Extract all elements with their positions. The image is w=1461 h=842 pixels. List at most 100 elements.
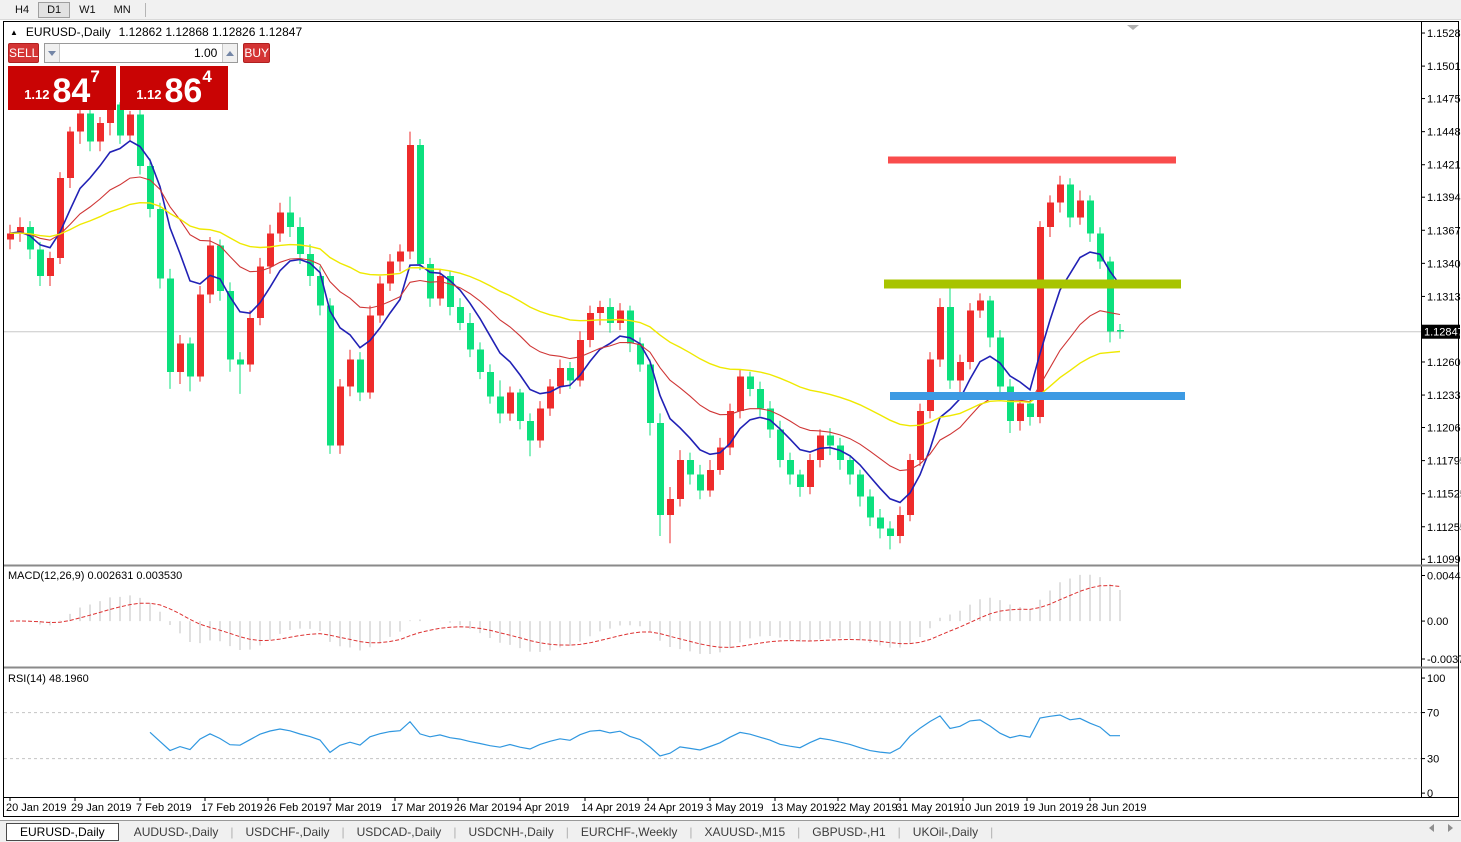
- timeframe-mn-button[interactable]: MN: [105, 2, 140, 18]
- triangle-down-icon: [48, 50, 57, 56]
- tab-eurchf-weekly[interactable]: EURCHF-,Weekly: [580, 824, 678, 839]
- svg-text:1.15285: 1.15285: [1427, 28, 1461, 40]
- svg-text:1.11795: 1.11795: [1427, 456, 1461, 468]
- chart-symbol-title: ▲ EURUSD-,Daily 1.12862 1.12868 1.12826 …: [10, 25, 302, 39]
- candles-layer: [7, 98, 1124, 550]
- svg-text:14 Apr 2019: 14 Apr 2019: [581, 802, 640, 814]
- svg-text:10 Jun 2019: 10 Jun 2019: [959, 802, 1020, 814]
- svg-text:7 Mar 2019: 7 Mar 2019: [326, 802, 382, 814]
- current-price-badge: [1422, 324, 1460, 339]
- timeframe-toolbar: H4 D1 W1 MN: [0, 0, 1461, 20]
- ohlc-values: 1.12862 1.12868 1.12826 1.12847: [118, 25, 303, 39]
- volume-decrease-button[interactable]: [45, 44, 61, 62]
- svg-text:4 Apr 2019: 4 Apr 2019: [516, 802, 569, 814]
- tab-ukoil-daily[interactable]: UKOil-,Daily: [912, 824, 979, 839]
- timeframe-h4-button[interactable]: H4: [6, 2, 38, 18]
- tab-eurusd-daily[interactable]: EURUSD-,Daily: [6, 822, 119, 841]
- date-axis: 20 Jan 2019 29 Jan 2019 7 Feb 2019 17 Feb 2…: [6, 797, 1147, 814]
- volume-input[interactable]: [60, 44, 223, 62]
- tab-xauusd-m15[interactable]: XAUUSD-,M15: [704, 824, 786, 839]
- tab-separator: |: [990, 824, 994, 839]
- svg-text:1.12330: 1.12330: [1427, 390, 1461, 402]
- tab-separator: |: [230, 824, 234, 839]
- svg-text:1.12065: 1.12065: [1427, 423, 1461, 435]
- buy-price-main: 86: [164, 72, 203, 111]
- svg-text:29 Jan 2019: 29 Jan 2019: [71, 802, 132, 814]
- svg-text:100: 100: [1427, 673, 1445, 685]
- svg-text:0: 0: [1427, 788, 1433, 800]
- svg-text:-0.003715: -0.003715: [1427, 654, 1461, 666]
- tab-separator: |: [797, 824, 801, 839]
- buy-price-pip: 4: [202, 67, 212, 86]
- svg-text:1.15015: 1.15015: [1427, 61, 1461, 73]
- collapse-panel-icon[interactable]: ▲: [10, 27, 18, 37]
- triangle-right-icon: [1448, 824, 1453, 832]
- svg-text:1.14750: 1.14750: [1427, 94, 1461, 106]
- svg-text:1.12847: 1.12847: [1424, 327, 1461, 339]
- sell-price-prefix: 1.12: [24, 87, 50, 102]
- svg-text:0.00: 0.00: [1427, 616, 1448, 628]
- svg-text:28 Jun 2019: 28 Jun 2019: [1086, 802, 1147, 814]
- svg-text:70: 70: [1427, 708, 1439, 720]
- buy-price-display[interactable]: 1.12 86 4: [120, 66, 228, 110]
- svg-text:1.13675: 1.13675: [1427, 225, 1461, 237]
- tab-separator: |: [897, 824, 901, 839]
- sell-price-main: 84: [52, 72, 91, 111]
- svg-text:31 May 2019: 31 May 2019: [896, 802, 960, 814]
- buy-price-prefix: 1.12: [136, 87, 162, 102]
- svg-text:1.11255: 1.11255: [1427, 522, 1461, 534]
- svg-text:1.14480: 1.14480: [1427, 127, 1461, 139]
- triangle-up-icon: [226, 50, 235, 56]
- svg-text:7 Feb 2019: 7 Feb 2019: [136, 802, 192, 814]
- svg-text:26 Mar 2019: 26 Mar 2019: [454, 802, 516, 814]
- symbol-label: EURUSD-,Daily: [25, 25, 111, 39]
- chart-frame: [3, 21, 1459, 817]
- svg-text:20 Jan 2019: 20 Jan 2019: [6, 802, 67, 814]
- svg-text:1.13135: 1.13135: [1427, 291, 1461, 303]
- tab-separator: |: [341, 824, 345, 839]
- timeframe-d1-button[interactable]: D1: [38, 1, 71, 18]
- svg-text:3 May 2019: 3 May 2019: [706, 802, 763, 814]
- chart-tab-bar: EURUSD-,Daily AUDUSD-,Daily | USDCHF-,Da…: [0, 820, 1461, 842]
- tab-audusd-daily[interactable]: AUDUSD-,Daily: [133, 824, 219, 839]
- rsi-pane: [4, 712, 1421, 760]
- timeframe-w1-button[interactable]: W1: [70, 2, 105, 18]
- svg-text:1.14210: 1.14210: [1427, 160, 1461, 172]
- svg-text:22 May 2019: 22 May 2019: [834, 802, 898, 814]
- tab-separator: |: [565, 824, 569, 839]
- svg-text:17 Feb 2019: 17 Feb 2019: [201, 802, 263, 814]
- chart-shift-marker-icon: [1127, 25, 1139, 30]
- svg-text:1.10990: 1.10990: [1427, 554, 1461, 566]
- volume-stepper: [44, 43, 239, 63]
- svg-text:24 Apr 2019: 24 Apr 2019: [644, 802, 703, 814]
- moving-averages-layer: [9, 139, 1121, 504]
- sell-price-display[interactable]: 1.12 84 7: [8, 66, 116, 110]
- svg-text:1.11525: 1.11525: [1427, 489, 1461, 501]
- sell-button[interactable]: SELL: [8, 43, 40, 63]
- svg-text:1.13405: 1.13405: [1427, 258, 1461, 270]
- tab-scroll-right-button[interactable]: [1448, 824, 1453, 832]
- svg-text:1.12600: 1.12600: [1427, 357, 1461, 369]
- sell-price-pip: 7: [90, 67, 100, 86]
- horizontal-level-lines: [884, 156, 1185, 401]
- tab-gbpusd-h1[interactable]: GBPUSD-,H1: [812, 824, 886, 839]
- tab-separator: |: [453, 824, 457, 839]
- rsi-indicator-label: RSI(14) 48.1960: [8, 673, 89, 685]
- svg-text:17 Mar 2019: 17 Mar 2019: [391, 802, 453, 814]
- price-axis: 1.15285 1.15015 1.14750 1.14480 1.14210 1.139…: [1421, 28, 1461, 800]
- tab-scroll-left-button[interactable]: [1429, 824, 1434, 832]
- buy-button[interactable]: BUY: [243, 43, 271, 63]
- tab-separator: |: [689, 824, 693, 839]
- svg-text:30: 30: [1427, 754, 1439, 766]
- volume-increase-button[interactable]: [222, 44, 238, 62]
- macd-indicator-label: MACD(12,26,9) 0.002631 0.003530: [8, 570, 183, 582]
- tab-scroll-controls: [1429, 824, 1453, 832]
- tab-usdchf-daily[interactable]: USDCHF-,Daily: [245, 824, 330, 839]
- triangle-left-icon: [1429, 824, 1434, 832]
- svg-text:13 May 2019: 13 May 2019: [771, 802, 835, 814]
- tab-usdcnh-daily[interactable]: USDCNH-,Daily: [468, 824, 554, 839]
- tab-usdcad-daily[interactable]: USDCAD-,Daily: [356, 824, 442, 839]
